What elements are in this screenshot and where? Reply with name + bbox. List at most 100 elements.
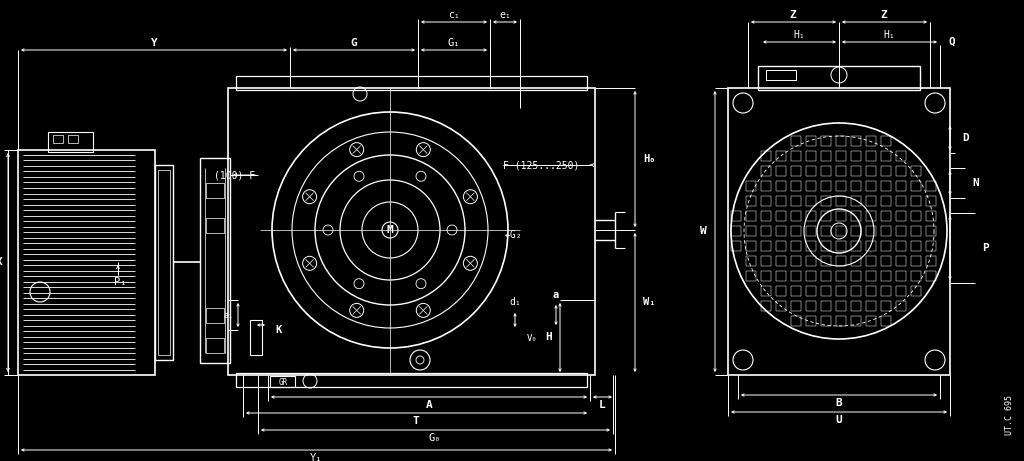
Bar: [836, 256, 846, 266]
Bar: [896, 271, 906, 281]
Bar: [836, 271, 846, 281]
Bar: [68, 135, 78, 143]
Bar: [851, 301, 861, 311]
Bar: [896, 286, 906, 296]
Text: D: D: [962, 133, 969, 143]
Bar: [896, 226, 906, 236]
Bar: [731, 226, 741, 236]
Bar: [881, 256, 891, 266]
Bar: [791, 196, 801, 206]
Bar: [866, 181, 876, 191]
Text: (100) F: (100) F: [214, 170, 255, 180]
Bar: [821, 286, 831, 296]
Text: Y: Y: [151, 38, 158, 48]
Bar: [866, 196, 876, 206]
Bar: [881, 286, 891, 296]
Bar: [881, 226, 891, 236]
Text: W: W: [700, 226, 707, 236]
Bar: [866, 151, 876, 161]
Bar: [746, 241, 756, 251]
Bar: [746, 226, 756, 236]
Bar: [926, 241, 936, 251]
Bar: [881, 241, 891, 251]
Bar: [896, 241, 906, 251]
Bar: [776, 151, 786, 161]
Bar: [821, 256, 831, 266]
Bar: [206, 308, 224, 323]
Bar: [911, 226, 921, 236]
Bar: [836, 181, 846, 191]
Bar: [806, 286, 816, 296]
Bar: [881, 316, 891, 326]
Text: G₀: G₀: [429, 433, 441, 443]
Bar: [836, 151, 846, 161]
Bar: [761, 151, 771, 161]
Bar: [836, 301, 846, 311]
Bar: [836, 166, 846, 176]
Bar: [206, 338, 224, 353]
Bar: [806, 151, 816, 161]
Bar: [926, 226, 936, 236]
Bar: [200, 158, 230, 363]
Bar: [896, 301, 906, 311]
Bar: [821, 181, 831, 191]
Bar: [911, 271, 921, 281]
Bar: [881, 271, 891, 281]
Bar: [851, 136, 861, 146]
Text: V₀: V₀: [526, 333, 538, 343]
Bar: [731, 241, 741, 251]
Bar: [866, 301, 876, 311]
Bar: [866, 136, 876, 146]
Bar: [761, 211, 771, 221]
Bar: [836, 211, 846, 221]
Bar: [881, 151, 891, 161]
Bar: [806, 166, 816, 176]
Bar: [155, 165, 173, 360]
Text: P: P: [982, 243, 989, 253]
Bar: [896, 166, 906, 176]
Bar: [776, 256, 786, 266]
Bar: [228, 88, 595, 375]
Text: Z: Z: [881, 10, 888, 20]
Bar: [791, 286, 801, 296]
Bar: [926, 181, 936, 191]
Bar: [821, 226, 831, 236]
Bar: [776, 226, 786, 236]
Bar: [806, 271, 816, 281]
Bar: [766, 70, 796, 80]
Text: M: M: [387, 225, 393, 235]
Text: H: H: [545, 332, 552, 342]
Bar: [911, 286, 921, 296]
Bar: [791, 271, 801, 281]
Bar: [836, 241, 846, 251]
Text: e₁: e₁: [499, 10, 511, 20]
Bar: [776, 166, 786, 176]
Bar: [761, 286, 771, 296]
Bar: [746, 181, 756, 191]
Bar: [761, 301, 771, 311]
Bar: [866, 226, 876, 236]
Bar: [896, 196, 906, 206]
Text: a: a: [553, 290, 559, 300]
Bar: [911, 211, 921, 221]
Bar: [776, 196, 786, 206]
Bar: [821, 271, 831, 281]
Bar: [761, 256, 771, 266]
Bar: [881, 211, 891, 221]
Bar: [746, 196, 756, 206]
Bar: [866, 286, 876, 296]
Text: H₀: H₀: [643, 154, 655, 164]
Bar: [866, 316, 876, 326]
Bar: [791, 241, 801, 251]
Bar: [881, 136, 891, 146]
Bar: [866, 256, 876, 266]
Bar: [776, 241, 786, 251]
Bar: [791, 256, 801, 266]
Bar: [851, 241, 861, 251]
Text: G₁: G₁: [447, 38, 460, 48]
Bar: [881, 196, 891, 206]
Bar: [851, 151, 861, 161]
Bar: [911, 256, 921, 266]
Bar: [881, 301, 891, 311]
Bar: [791, 166, 801, 176]
